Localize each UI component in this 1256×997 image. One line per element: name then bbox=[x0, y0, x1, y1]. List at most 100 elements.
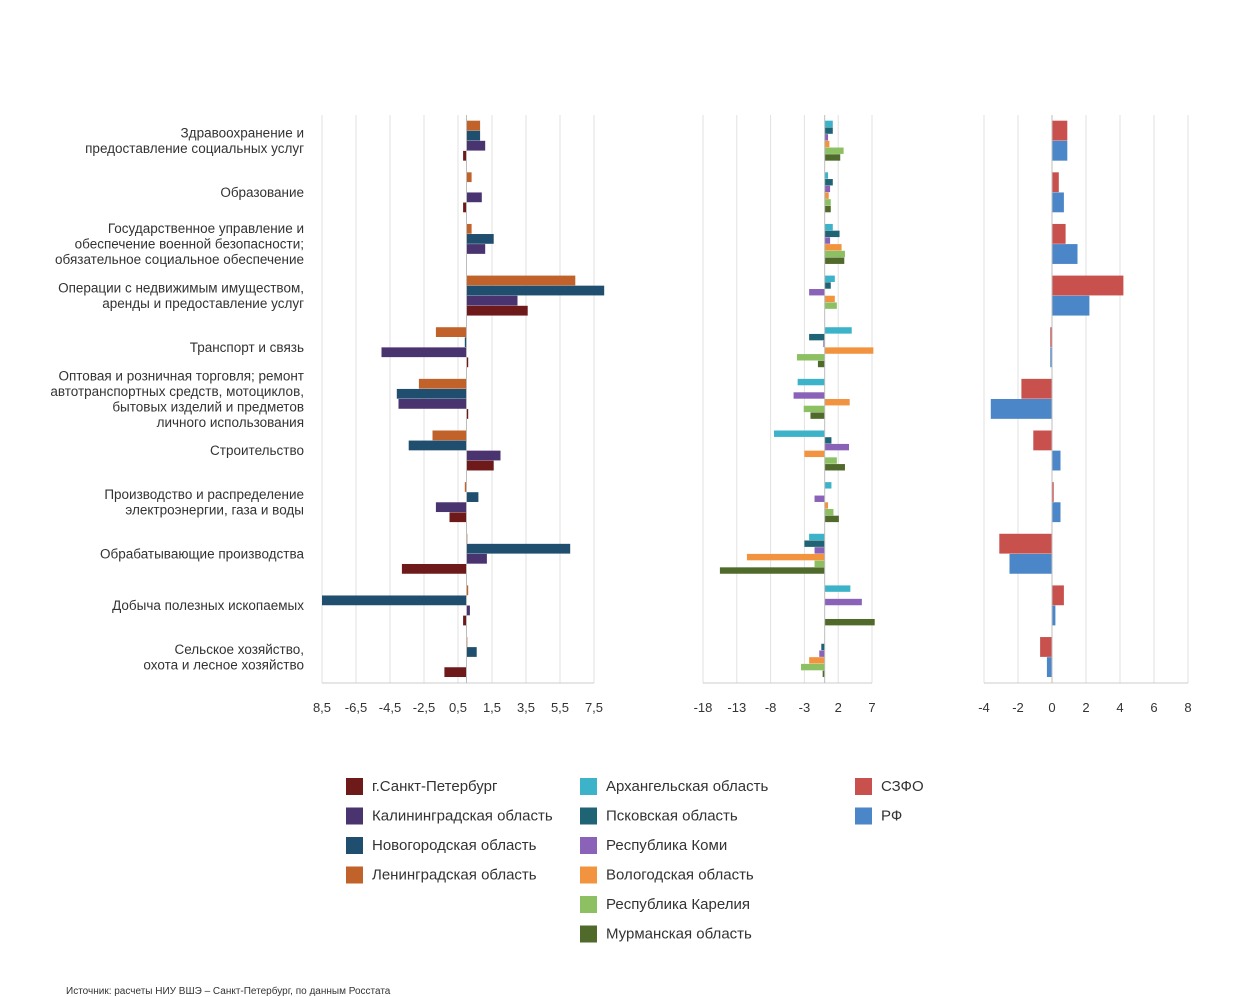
bar-АРХ bbox=[824, 120, 833, 128]
bar-КАР bbox=[824, 199, 831, 206]
bar-КАР bbox=[824, 457, 837, 464]
bar-ЛЕН bbox=[466, 585, 469, 596]
bar-НОВ bbox=[466, 130, 481, 141]
bar-АРХ bbox=[809, 533, 825, 541]
source-note: Источник: расчеты НИУ ВШЭ – Санкт-Петерб… bbox=[66, 986, 391, 997]
bar-МУР bbox=[719, 567, 825, 574]
bar-КАЛ bbox=[466, 244, 486, 254]
bar-МУР bbox=[824, 205, 831, 213]
bar-КОМИ bbox=[824, 443, 850, 451]
legend-item-КАР: Республика Карелия bbox=[580, 896, 750, 913]
bar-СПб bbox=[463, 615, 467, 626]
category-label: Транспорт и связь bbox=[190, 340, 304, 355]
legend-item-ПСК: Псковская область bbox=[580, 807, 738, 825]
legend-item-КАЛ: Калининградская область bbox=[346, 807, 553, 825]
bar-РФ bbox=[1009, 553, 1052, 574]
legend-item-ВОЛ: Вологодская область bbox=[580, 866, 754, 884]
legend-label: Республика Коми bbox=[606, 837, 727, 854]
bar-СЗФО bbox=[1050, 327, 1052, 348]
legend-label: Вологодская область bbox=[606, 867, 754, 884]
bar-АРХ bbox=[797, 378, 825, 386]
bar-СПб bbox=[463, 202, 467, 213]
legend-label: Новогородская область bbox=[372, 837, 537, 854]
bar-ВОЛ bbox=[824, 399, 850, 406]
bar-КАР bbox=[824, 250, 845, 258]
legend-label: Республика Карелия bbox=[606, 896, 750, 913]
bar-СЗФО bbox=[1052, 172, 1059, 193]
x-tick-label: -4,5 bbox=[379, 700, 401, 715]
legend-swatch bbox=[580, 896, 597, 913]
bar-РФ bbox=[1052, 450, 1061, 471]
legend-item-СПб: г.Санкт-Петербург bbox=[346, 778, 498, 795]
bar-КАР bbox=[824, 508, 834, 516]
legend-swatch bbox=[580, 866, 597, 884]
legend-swatch bbox=[855, 778, 872, 795]
bar-КАЛ bbox=[398, 399, 467, 409]
bar-КАЛ bbox=[435, 502, 467, 513]
x-tick-label: 5,5 bbox=[551, 700, 569, 715]
bar-ЛЕН bbox=[466, 275, 576, 286]
legend-item-КОМИ: Республика Коми bbox=[580, 837, 727, 854]
bar-КАР bbox=[814, 560, 825, 568]
bar-ЛЕН bbox=[466, 172, 472, 183]
bar-ЛЕН bbox=[464, 482, 467, 492]
bar-КОМИ bbox=[793, 392, 825, 399]
bar-ВОЛ bbox=[824, 295, 835, 303]
legend-swatch bbox=[580, 837, 597, 854]
legend-label: Архангельская область bbox=[606, 778, 768, 795]
bar-МУР bbox=[824, 515, 839, 523]
bar-СЗФО bbox=[1033, 430, 1052, 451]
x-tick-label: 7 bbox=[868, 700, 875, 715]
bar-НОВ bbox=[466, 285, 605, 296]
category-label: Здравоохранение и bbox=[181, 126, 304, 141]
bar-РФ bbox=[990, 399, 1052, 419]
panel-2: -18 -13 -8 -3 2 7 bbox=[694, 115, 876, 715]
legend-label: СЗФО bbox=[881, 778, 924, 795]
legend-swatch bbox=[346, 778, 363, 795]
bar-АРХ bbox=[824, 172, 829, 179]
bar-АРХ bbox=[824, 327, 852, 334]
bar-КОМИ bbox=[824, 134, 829, 141]
legend-item-СЗФО: СЗФО bbox=[855, 778, 924, 795]
x-tick-label: 8 bbox=[1184, 700, 1191, 715]
bar-МУР bbox=[824, 464, 845, 471]
bar-РФ bbox=[1046, 657, 1052, 678]
category-label: предоставление социальных услуг bbox=[85, 141, 304, 156]
category-label: автотранспортных средств, мотоциклов, bbox=[50, 384, 304, 399]
bar-КАР bbox=[803, 405, 825, 413]
bar-НОВ bbox=[466, 492, 479, 502]
bar-КОМИ bbox=[809, 289, 825, 296]
bar-ВОЛ bbox=[824, 140, 830, 148]
bar-КОМИ bbox=[823, 340, 825, 348]
bar-ВОЛ bbox=[804, 450, 825, 458]
bar-РФ bbox=[1052, 295, 1090, 316]
bar-СПб bbox=[466, 460, 494, 471]
legend-label: Ленинградская область bbox=[372, 867, 537, 884]
x-tick-label: -4 bbox=[978, 700, 990, 715]
legend-swatch bbox=[855, 807, 872, 825]
x-tick-label: 1,5 bbox=[483, 700, 501, 715]
bar-СПб bbox=[449, 512, 467, 523]
bar-КОМИ bbox=[824, 185, 831, 193]
legend-swatch bbox=[580, 778, 597, 795]
category-label: Оптовая и розничная торговля; ремонт bbox=[58, 368, 304, 383]
legend-item-АРХ: Архангельская область bbox=[580, 778, 768, 795]
x-tick-label: -2 bbox=[1012, 700, 1024, 715]
bar-СЗФО bbox=[999, 533, 1052, 554]
bar-МУР bbox=[824, 154, 841, 161]
bar-КАЛ bbox=[466, 605, 470, 616]
bar-СПб bbox=[466, 305, 528, 316]
bar-ПСК bbox=[824, 127, 833, 134]
bar-НОВ bbox=[322, 595, 467, 606]
x-tick-label: -3 bbox=[799, 700, 811, 715]
bar-КОМИ bbox=[819, 650, 825, 657]
category-label: Строительство bbox=[210, 443, 304, 458]
x-tick-label: 8,5 bbox=[313, 700, 331, 715]
bar-КАЛ bbox=[466, 450, 501, 461]
x-tick-label: -18 bbox=[694, 700, 713, 715]
bar-АРХ bbox=[824, 585, 851, 592]
bar-ВОЛ bbox=[824, 244, 842, 251]
bar-ПСК bbox=[804, 540, 825, 547]
bar-АРХ bbox=[824, 482, 832, 489]
bar-СПб bbox=[466, 357, 469, 368]
